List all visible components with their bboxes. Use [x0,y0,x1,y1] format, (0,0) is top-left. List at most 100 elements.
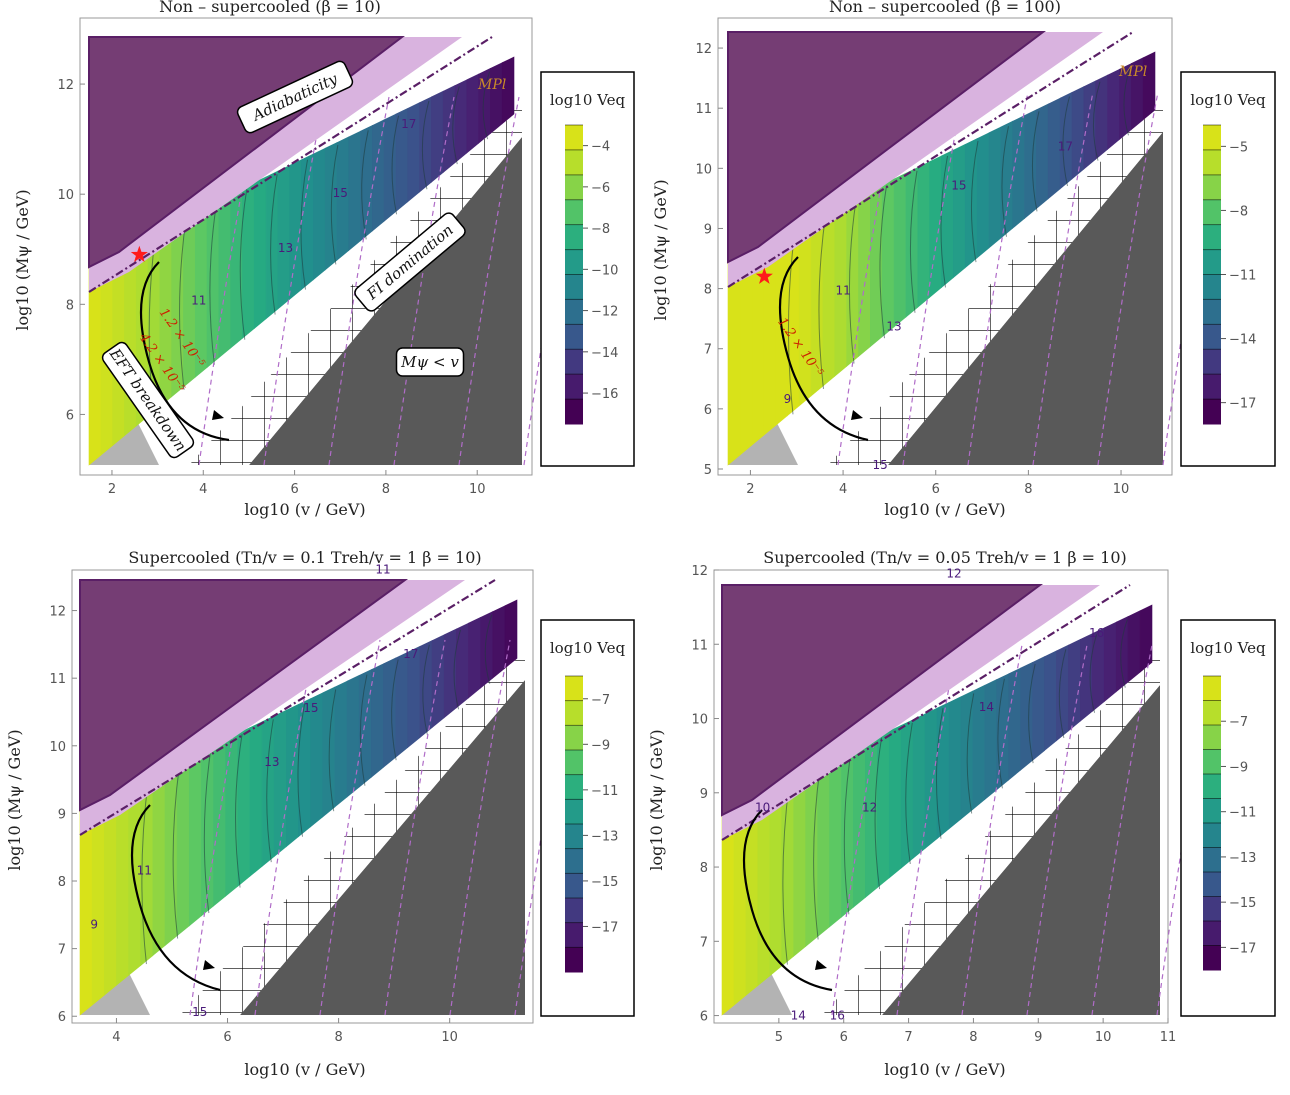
contour-label: 15 [951,178,966,192]
colorbar-tick: −11 [1229,806,1256,821]
veq-contour [328,689,337,812]
colorbar-segment [565,324,583,350]
panel-title: Supercooled (Tn/v = 0.1 Treh/v = 1 β = 1… [128,548,481,567]
veq-contour [1028,663,1036,764]
colorbar-tick: −17 [591,920,618,935]
veq-strip [984,679,998,801]
x-tick: 11 [1160,1030,1177,1045]
colorbar-frame [1180,619,1276,1017]
colorbar-tick: −14 [1229,333,1256,348]
contour-label: 17 [403,647,418,661]
colorbar-segment [565,676,583,702]
region-hatched [180,640,525,1015]
veq-contour [843,752,852,915]
fi-boundary [79,579,496,836]
arrow-icon [815,960,827,970]
contour-label: 14 [791,1008,806,1022]
x-tick: 6 [932,482,940,497]
region-hatched [189,97,522,465]
veq-strip [334,680,348,808]
dashed-contour [263,96,325,466]
x-tick: 4 [199,482,207,497]
veq-strip [261,715,275,868]
veq-contour [452,86,460,165]
veq-contour [482,71,491,140]
x-tick: 10 [469,482,486,497]
colorbar-tick: −12 [591,305,618,320]
colorbar-segment [565,947,583,973]
planck-label: MPl [1118,64,1147,80]
contour-label: 16 [830,1008,845,1022]
colorbar-tick: −17 [1229,397,1256,412]
y-tick: 9 [58,807,66,822]
contour-label: 15 [303,701,318,715]
veq-strip [888,724,902,879]
x-tick: 10 [1113,482,1130,497]
colorbar-segment [565,125,583,151]
colorbar-segment [565,174,583,201]
contour-label: 15 [333,186,348,200]
veq-contour [270,174,278,315]
colorbar-tick: −10 [591,263,618,278]
y-tick: 8 [700,861,708,876]
contour-label: 13 [278,241,293,255]
veq-strip [1107,68,1120,151]
veq-contour [879,185,887,339]
contour-label: 13 [264,755,279,769]
veq-strip [1142,51,1156,121]
contour-label: 10 [755,800,770,814]
benchmark-star-icon [130,245,148,263]
veq-strip [201,744,214,917]
veq-strip [1071,86,1085,180]
dashed-contour [319,639,381,1016]
veq-strip [490,62,503,135]
colorbar-segment [565,898,583,924]
region-adiabaticity [727,31,1046,264]
veq-strip [419,640,433,739]
y-tick: 10 [691,713,708,728]
colorbar-segment [565,725,583,751]
colorbar-segment [1203,174,1221,201]
veq-strip [358,669,372,788]
colorbar-segment [565,799,583,825]
veq-strip [265,170,279,320]
veq-contour [1089,634,1098,713]
veq-contour [1001,126,1009,237]
colorbar-segment [1203,921,1221,946]
veq-contour [391,659,399,761]
veq-contour [359,674,368,786]
veq-contour [141,778,149,965]
veq-contour [1031,111,1040,212]
colorbar-segment [1203,249,1221,275]
dashed-contour [198,96,260,466]
y-tick: 12 [49,605,66,620]
veq-strip [313,147,326,281]
planck-label: MPl [477,77,506,93]
x-axis-label: log10 (v / GeV) [244,500,365,519]
colorbar-segment [565,750,583,776]
veq-strip [504,599,518,669]
x-axis-label: log10 (v / GeV) [884,500,1005,519]
colorbar-tick: −5 [1229,140,1248,155]
x-tick: 8 [969,1030,977,1045]
dashed-contour [1032,91,1094,466]
y-axis-label: log10 (Mψ / GeV) [5,729,24,870]
veq-contour [484,614,493,684]
veq-contour [787,230,796,415]
contour-label: 11 [191,293,206,307]
dashed-contour [1097,91,1159,466]
dashed-contour [328,96,390,466]
veq-strip [1020,661,1033,771]
colorbar-tick: −13 [591,829,618,844]
panel-title: Supercooled (Tn/v = 0.05 Treh/v = 1 β = … [763,548,1127,567]
colorbar-tick: −16 [591,387,618,402]
veq-strip [793,770,806,957]
veq-strip [829,753,842,928]
x-tick: 8 [334,1030,342,1045]
veq-contour [1120,619,1128,688]
y-tick: 12 [691,564,708,579]
colorbar-segment [1203,199,1221,226]
colorbar-tick: −9 [1229,760,1248,775]
